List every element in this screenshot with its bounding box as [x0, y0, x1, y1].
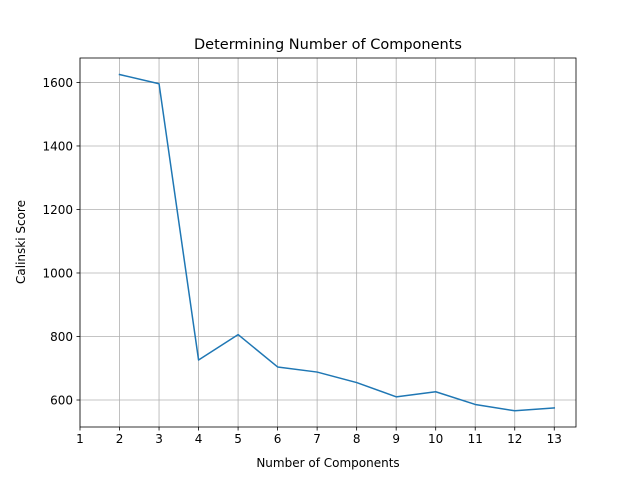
- x-tick-label: 7: [313, 432, 321, 446]
- x-tick-label: 5: [234, 432, 242, 446]
- x-tick-label: 10: [428, 432, 443, 446]
- x-tick-label: 8: [353, 432, 361, 446]
- x-axis-label: Number of Components: [256, 456, 399, 470]
- y-tick-label: 1000: [42, 266, 73, 280]
- chart-title: Determining Number of Components: [194, 37, 462, 53]
- x-tick-label: 2: [116, 432, 124, 446]
- x-tick-label: 13: [547, 432, 562, 446]
- y-tick-label: 1200: [42, 203, 73, 217]
- x-tick-label: 3: [155, 432, 163, 446]
- x-tick-label: 9: [392, 432, 400, 446]
- y-tick-label: 800: [50, 330, 73, 344]
- y-tick-label: 600: [50, 394, 73, 408]
- x-tick-label: 4: [195, 432, 203, 446]
- plot-area: [80, 58, 576, 427]
- x-tick-label: 1: [76, 432, 84, 446]
- x-tick-label: 12: [507, 432, 522, 446]
- y-tick-label: 1400: [42, 139, 73, 153]
- x-tick-label: 6: [274, 432, 282, 446]
- y-axis-label: Calinski Score: [14, 200, 28, 284]
- y-tick-label: 1600: [42, 76, 73, 90]
- x-tick-label: 11: [468, 432, 483, 446]
